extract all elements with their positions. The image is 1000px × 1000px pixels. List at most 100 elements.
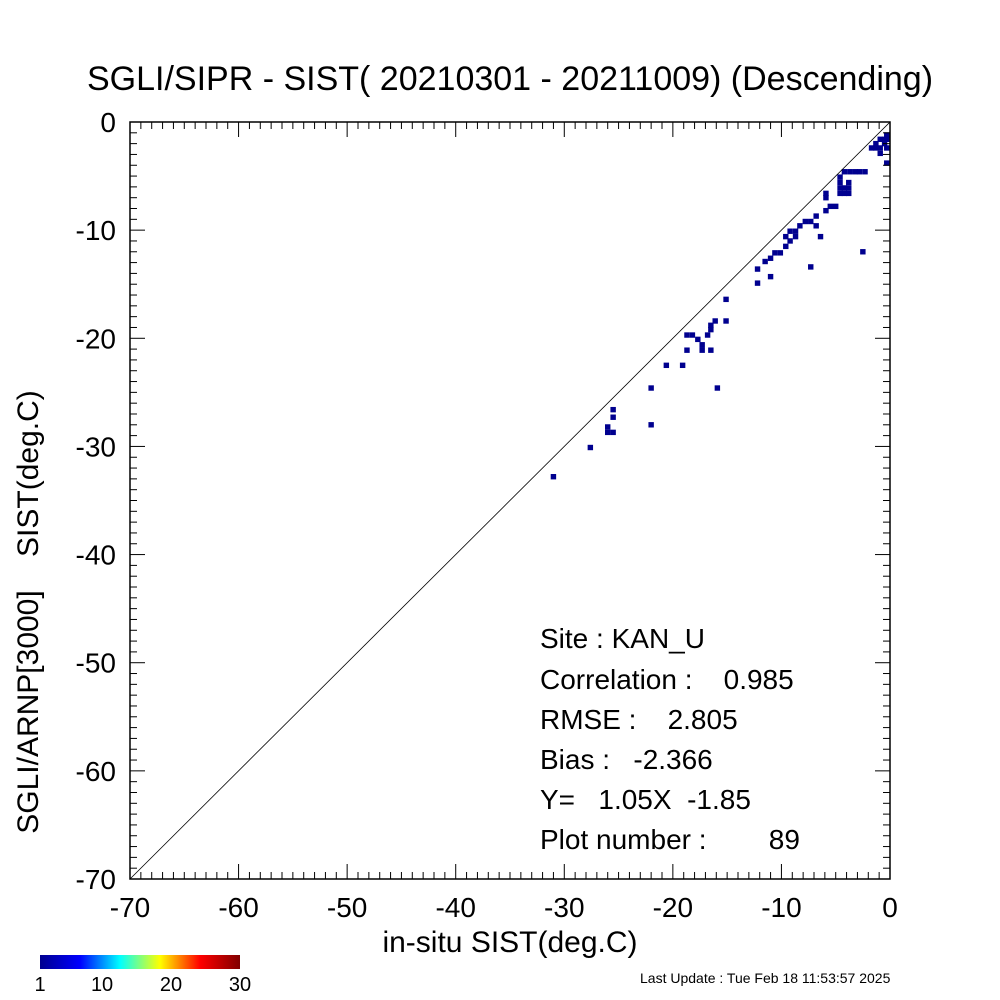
data-point xyxy=(610,429,616,436)
data-point xyxy=(684,347,690,353)
y-tick-label: -10 xyxy=(76,215,116,246)
y-axis-tick-labels: -70 -60 -50 -40 -30 -20 -10 0 xyxy=(76,107,116,895)
colorbar-tick-label: 30 xyxy=(229,974,251,996)
data-point xyxy=(787,228,793,234)
y-tick-label: -30 xyxy=(76,431,116,462)
colorbar-tick-labels: 1 10 20 30 xyxy=(34,974,251,996)
data-point xyxy=(802,218,809,225)
data-point xyxy=(873,145,879,151)
data-point xyxy=(772,250,778,256)
colorbar-tick-label: 10 xyxy=(91,974,113,996)
data-point xyxy=(663,362,670,369)
x-tick-label: -50 xyxy=(327,892,367,923)
y-axis-label: SGLI/ARNP[3000] SIST(deg.C) xyxy=(12,390,45,834)
data-point xyxy=(684,332,690,338)
y-tick-label: -70 xyxy=(76,864,116,895)
data-point xyxy=(587,444,594,451)
data-point xyxy=(837,190,843,197)
x-axis-label: in-situ SIST(deg.C) xyxy=(382,926,637,959)
data-point xyxy=(792,233,799,240)
data-point xyxy=(777,250,784,256)
data-point xyxy=(648,385,654,391)
statistics-panel: Site : KAN_U Correlation : 0.985 RMSE : … xyxy=(540,623,800,855)
stat-plot-number: Plot number : 89 xyxy=(540,824,800,855)
data-point xyxy=(846,185,852,191)
data-point xyxy=(846,190,852,197)
x-tick-label: -20 xyxy=(653,892,693,923)
data-point xyxy=(808,264,814,270)
data-point xyxy=(884,136,890,143)
data-point xyxy=(823,190,829,197)
data-point xyxy=(860,249,866,255)
data-point xyxy=(837,185,843,191)
data-point xyxy=(714,385,721,391)
data-point xyxy=(877,136,883,143)
data-point xyxy=(708,322,714,329)
data-point xyxy=(708,326,714,333)
data-point xyxy=(783,233,789,240)
data-point xyxy=(605,424,611,430)
data-point xyxy=(817,233,824,240)
y-tick-label: -20 xyxy=(76,323,116,354)
stat-rmse: RMSE : 2.805 xyxy=(540,704,738,735)
stat-regression: Y= 1.05X -1.85 xyxy=(540,784,751,815)
colorbar-tick-label: 20 xyxy=(160,974,182,996)
data-point xyxy=(699,347,705,353)
data-point xyxy=(847,169,853,175)
plot-area xyxy=(129,121,891,880)
x-tick-label: 0 xyxy=(882,892,898,923)
data-point xyxy=(712,318,718,324)
data-point xyxy=(754,266,761,272)
data-point xyxy=(767,255,774,261)
data-point xyxy=(823,194,829,201)
data-point xyxy=(852,169,858,175)
data-point xyxy=(837,179,843,186)
stat-site: Site : KAN_U xyxy=(540,623,705,654)
data-point xyxy=(808,218,814,225)
data-point xyxy=(797,223,803,229)
data-point xyxy=(841,185,848,191)
data-point xyxy=(884,160,890,166)
data-point xyxy=(783,243,789,250)
data-point xyxy=(550,474,557,480)
data-point xyxy=(762,258,768,265)
data-point xyxy=(787,238,793,244)
x-tick-label: -60 xyxy=(218,892,258,923)
y-tick-label: -50 xyxy=(76,648,116,679)
data-point xyxy=(877,145,883,151)
data-point xyxy=(605,429,611,436)
data-point xyxy=(699,342,705,348)
chart-title: SGLI/SIPR - SIST( 20210301 - 20211009) (… xyxy=(87,60,933,98)
data-point xyxy=(754,280,761,286)
stat-correlation: Correlation : 0.985 xyxy=(540,664,794,695)
data-point xyxy=(695,336,701,343)
data-point xyxy=(704,332,711,338)
colorbar xyxy=(40,955,240,969)
stat-bias: Bias : -2.366 xyxy=(540,744,713,775)
data-point xyxy=(868,145,875,151)
data-point xyxy=(841,169,848,175)
data-point xyxy=(610,406,616,413)
data-point xyxy=(792,228,799,234)
y-tick-label: 0 xyxy=(100,107,116,138)
data-point xyxy=(767,273,774,280)
one-to-one-line xyxy=(129,121,891,880)
data-point xyxy=(813,223,819,229)
data-point xyxy=(846,179,852,186)
colorbar-tick-label: 1 xyxy=(34,974,45,996)
x-tick-label: -70 xyxy=(110,892,150,923)
x-tick-label: -30 xyxy=(544,892,584,923)
y-tick-label: -60 xyxy=(76,756,116,787)
data-point xyxy=(723,318,729,324)
data-point xyxy=(841,190,848,197)
data-point xyxy=(877,150,883,157)
data-point xyxy=(827,203,833,210)
data-point xyxy=(648,422,654,428)
data-point xyxy=(856,169,863,175)
last-update-text: Last Update : Tue Feb 18 11:53:57 2025 xyxy=(640,970,891,986)
data-point xyxy=(689,332,696,338)
data-point xyxy=(833,203,839,210)
data-point xyxy=(884,145,890,151)
x-tick-label: -40 xyxy=(435,892,475,923)
